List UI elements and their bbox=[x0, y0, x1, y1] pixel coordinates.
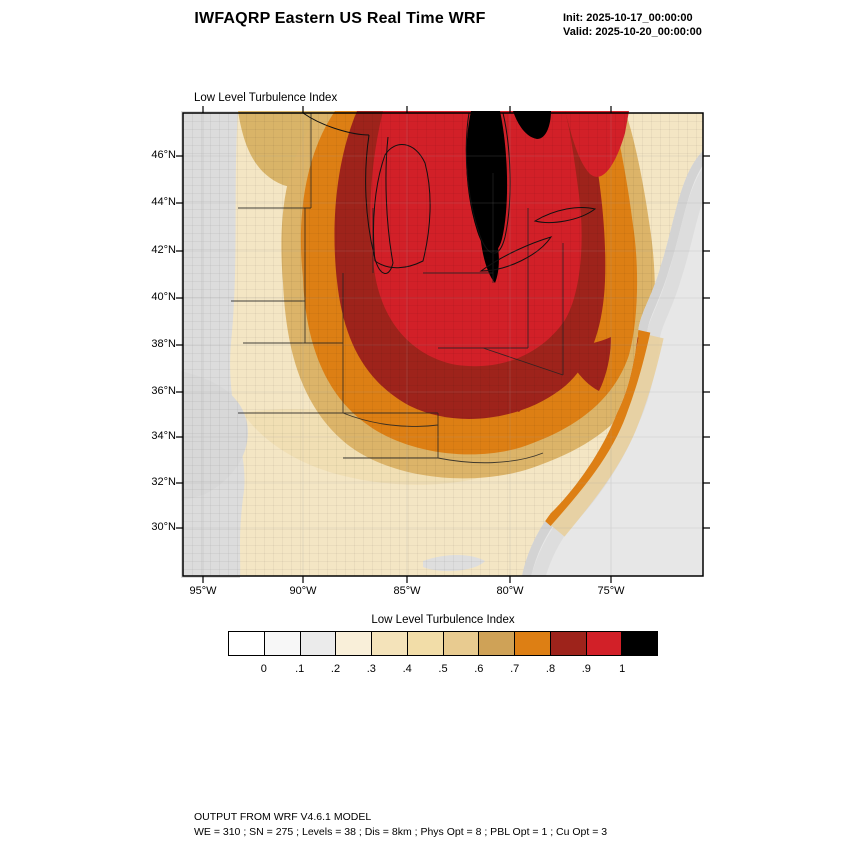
colorbar-segment bbox=[263, 631, 301, 656]
colorbar-segment bbox=[371, 631, 408, 656]
colorbar-segment bbox=[299, 631, 337, 656]
colorbar-tick-labels: 0 .1 .2 .3 .4 .5 .6 .7 .8 .9 1 bbox=[228, 663, 658, 677]
colorbar-title: Low Level Turbulence Index bbox=[371, 614, 515, 626]
lon-tick-label: 80°W bbox=[496, 585, 524, 597]
colorbar-segment bbox=[228, 631, 265, 656]
valid-time-label: Valid: 2025-10-20_00:00:00 bbox=[563, 25, 702, 38]
turbulence-map-svg bbox=[176, 106, 710, 583]
colorbar-tick-label: .2 bbox=[330, 663, 341, 675]
footer-config-line: WE = 310 ; SN = 275 ; Levels = 38 ; Dis … bbox=[194, 825, 608, 838]
lon-tick-label: 95°W bbox=[189, 585, 217, 597]
run-time-block: Init: 2025-10-17_00:00:00 Valid: 2025-10… bbox=[563, 12, 702, 40]
graticule bbox=[183, 113, 703, 576]
colorbar-tick-label: .8 bbox=[545, 663, 556, 675]
colorbar-tick-label: 1 bbox=[619, 663, 626, 675]
colorbar-segment bbox=[406, 631, 444, 656]
colorbar-tick-label: .3 bbox=[366, 663, 376, 675]
colorbar-segment bbox=[335, 631, 372, 656]
colorbar-segment bbox=[585, 631, 623, 656]
lat-tick-label: 44°N bbox=[151, 196, 176, 208]
atlantic-ocean bbox=[522, 151, 703, 576]
map-border bbox=[182, 112, 704, 577]
colorbar-segment bbox=[549, 631, 587, 656]
lat-tick-label: 32°N bbox=[151, 476, 176, 488]
great-lakes-outlines bbox=[302, 112, 597, 274]
colorbar-tick-label: 0 bbox=[260, 663, 267, 675]
colorbar-tick-label: .1 bbox=[295, 663, 305, 675]
colorbar-segment bbox=[621, 631, 658, 656]
lon-tick-label: 90°W bbox=[289, 585, 317, 597]
footer-notes: OUTPUT FROM WRF V4.6.1 MODEL WE = 310 ; … bbox=[194, 810, 607, 839]
colorbar-segment bbox=[514, 631, 551, 656]
state-boundaries bbox=[231, 113, 564, 464]
colorbar-tick-label: .6 bbox=[474, 663, 484, 675]
colorbar-tick-label: .5 bbox=[438, 663, 448, 675]
init-time-label: Init: 2025-10-17_00:00:00 bbox=[563, 12, 693, 24]
colorbar-segment bbox=[442, 631, 480, 656]
footer-model-line: OUTPUT FROM WRF V4.6.1 MODEL bbox=[194, 811, 372, 823]
field-label: Low Level Turbulence Index bbox=[194, 92, 338, 104]
lon-tick-label: 75°W bbox=[597, 585, 625, 597]
colorbar bbox=[228, 631, 658, 656]
axis-ticks bbox=[176, 106, 710, 583]
lat-tick-label: 40°N bbox=[151, 291, 176, 303]
lat-tick-label: 36°N bbox=[151, 385, 176, 397]
lon-tick-label: 85°W bbox=[393, 585, 421, 597]
lat-tick-label: 34°N bbox=[151, 430, 176, 442]
plot-title: IWFAQRP Eastern US Real Time WRF bbox=[194, 10, 486, 27]
colorbar-tick-label: .4 bbox=[402, 663, 412, 675]
colorbar-segment bbox=[478, 631, 515, 656]
colorbar-tick-label: .9 bbox=[581, 663, 591, 675]
map-frame bbox=[176, 106, 710, 583]
lat-tick-label: 38°N bbox=[151, 338, 176, 350]
lat-tick-label: 42°N bbox=[151, 244, 176, 256]
colorbar-tick-label: .7 bbox=[510, 663, 520, 675]
lat-tick-label: 30°N bbox=[151, 521, 176, 533]
lat-tick-label: 46°N bbox=[151, 149, 176, 161]
